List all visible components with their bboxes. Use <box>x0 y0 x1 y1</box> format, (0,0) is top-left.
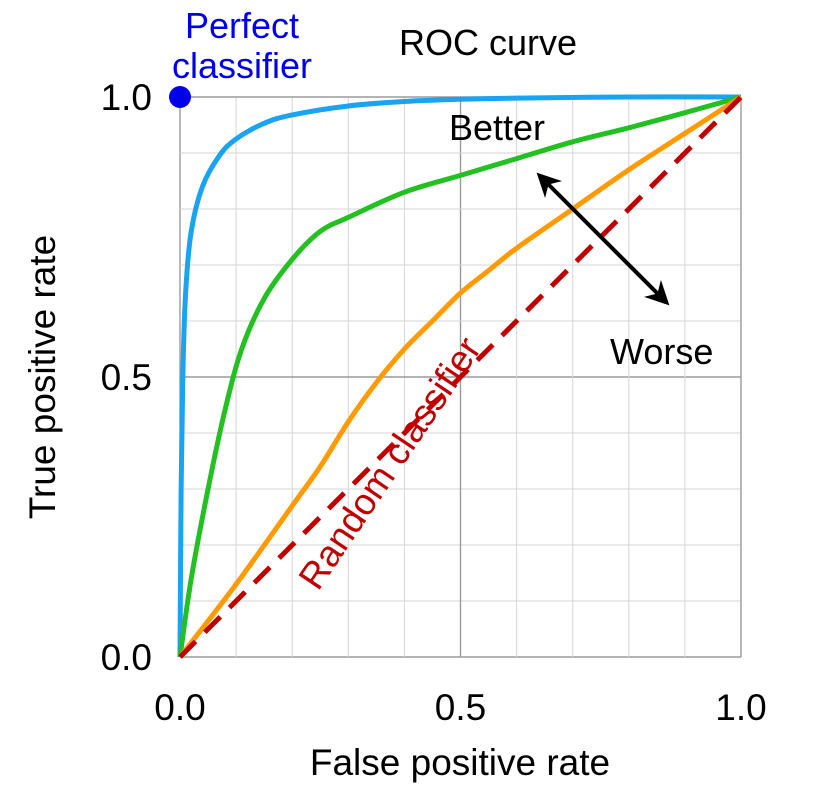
better-worse-arrow <box>536 172 670 306</box>
perfect-classifier-label-line1: Perfect <box>185 5 299 46</box>
y-tick-label: 0.0 <box>101 637 152 678</box>
perfect-classifier-point <box>169 86 191 108</box>
worse-label: Worse <box>610 331 713 372</box>
perfect-classifier-group: Perfect classifier <box>169 5 312 108</box>
x-tick-label: 1.0 <box>715 687 766 728</box>
x-axis-label: False positive rate <box>310 742 610 783</box>
y-axis-label: True positive rate <box>22 235 63 519</box>
y-tick-label: 1.0 <box>101 77 152 118</box>
y-tick-label: 0.5 <box>101 357 152 398</box>
perfect-classifier-label-line2: classifier <box>172 45 312 86</box>
x-tick-label: 0.0 <box>154 687 205 728</box>
roc-curve-excellent <box>177 94 742 658</box>
better-label: Better <box>449 107 545 148</box>
axis-ticks: 0.0 0.5 1.0 0.0 0.5 1.0 <box>101 77 767 728</box>
annotations: Better Worse Random classifier <box>291 107 714 596</box>
roc-curve-good <box>177 94 742 658</box>
x-tick-label: 0.5 <box>435 687 486 728</box>
chart-title: ROC curve <box>399 22 577 63</box>
random-classifier-line <box>178 95 743 659</box>
